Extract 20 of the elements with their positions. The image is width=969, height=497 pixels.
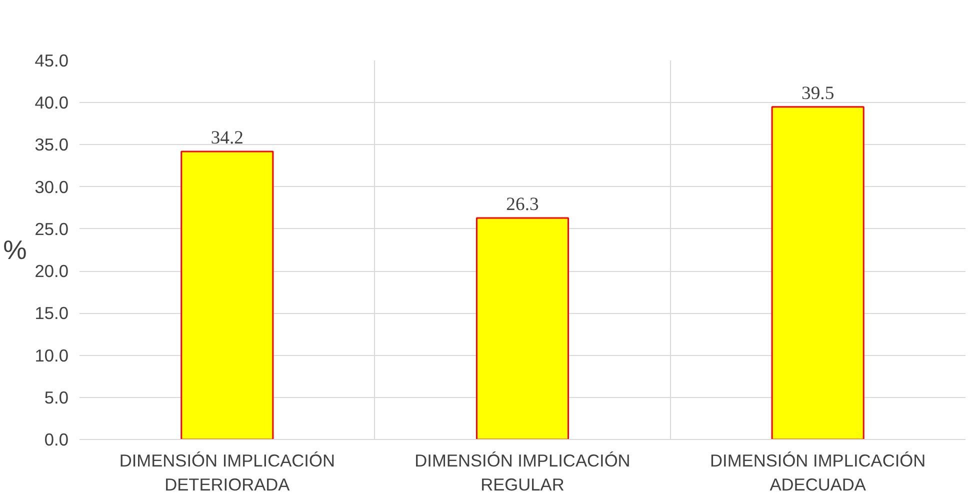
x-tick-label: DIMENSIÓN IMPLICACIÓN DETERIORADA: [119, 450, 336, 494]
y-tick-label: 10.0: [34, 345, 69, 366]
y-tick-label: 20.0: [34, 261, 69, 282]
y-tick-label: 5.0: [44, 387, 69, 408]
data-label: 39.5: [802, 82, 834, 104]
x-tick-label: DIMENSIÓN IMPLICACIÓN ADECUADA: [710, 450, 926, 494]
y-tick-label: 30.0: [34, 176, 69, 197]
bar: [771, 106, 864, 440]
data-label: 26.3: [506, 194, 539, 215]
y-tick-label: 35.0: [34, 134, 69, 155]
y-tick-label: 0.0: [44, 430, 69, 450]
x-tick-label: DIMENSIÓN IMPLICACIÓN REGULAR: [414, 450, 630, 494]
data-label: 34.2: [210, 127, 244, 148]
y-axis-title: %: [3, 235, 27, 265]
y-tick-label: 25.0: [34, 218, 69, 239]
y-tick-label: 15.0: [34, 303, 69, 324]
bar: [476, 217, 570, 440]
bar: [180, 150, 274, 440]
y-tick-label: 45.0: [34, 50, 69, 70]
y-tick-label: 40.0: [34, 92, 69, 113]
